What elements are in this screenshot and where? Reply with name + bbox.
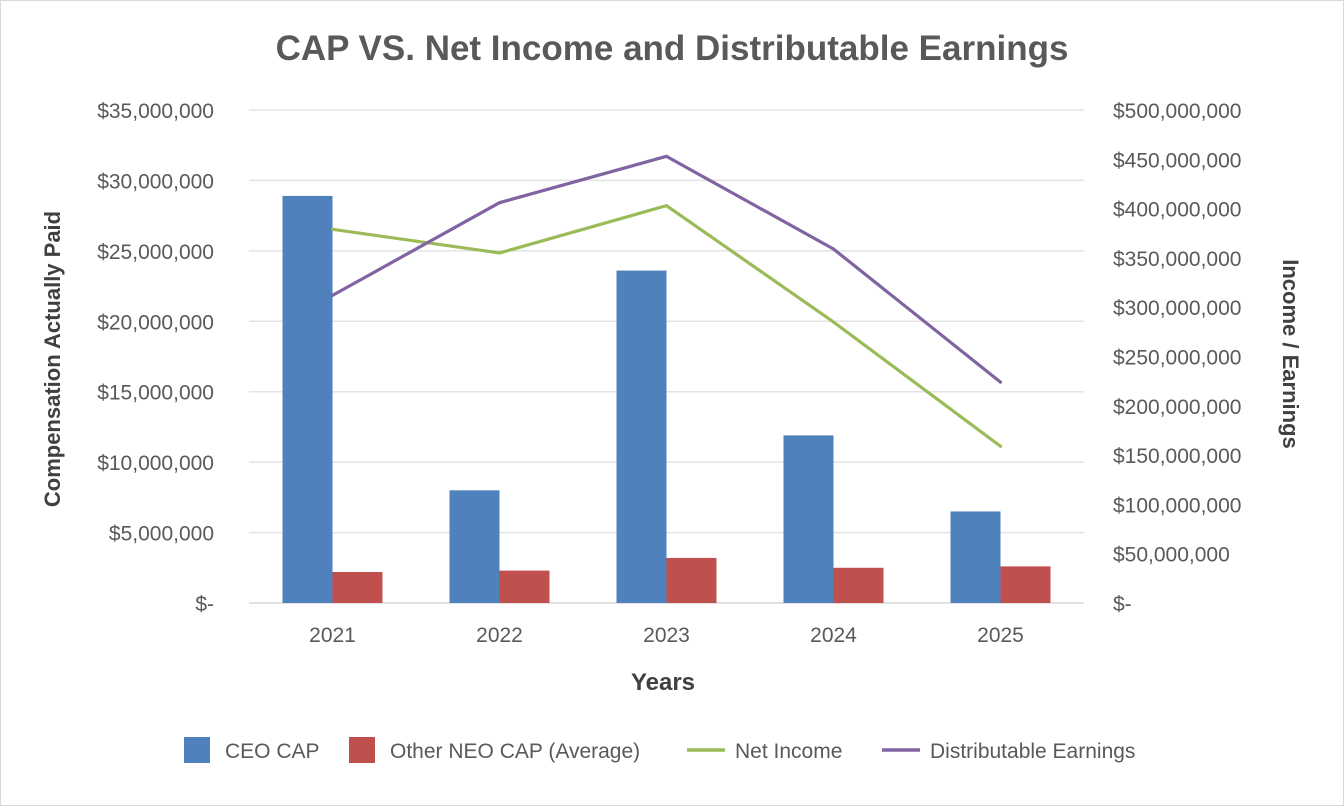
point-distributable-earnings-2022	[497, 201, 502, 205]
y2-tick-label: $500,000,000	[1113, 100, 1241, 123]
bar-ceo-cap-2021	[282, 195, 333, 603]
x-tick-label: 2022	[476, 624, 523, 647]
point-net-income-2022	[497, 251, 502, 255]
y2-tick-label: $-	[1113, 593, 1132, 616]
x-tick-label: 2023	[643, 624, 690, 647]
y-tick-label: $20,000,000	[97, 311, 214, 334]
bar-ceo-cap-2024	[783, 435, 834, 603]
bar-other-neo-cap-average-2025	[1000, 566, 1051, 603]
bar-ceo-cap-2022	[449, 490, 500, 603]
y2-tick-label: $300,000,000	[1113, 297, 1241, 320]
y2-tick-label: $50,000,000	[1113, 544, 1230, 567]
y2-tick-label: $350,000,000	[1113, 248, 1241, 271]
y2-tick-label: $200,000,000	[1113, 396, 1241, 419]
point-net-income-2025	[998, 444, 1003, 448]
legend-swatch-other-neo-cap-average	[349, 737, 375, 763]
legend-label-other-neo-cap-average: Other NEO CAP (Average)	[390, 740, 640, 763]
y-tick-label: $30,000,000	[97, 170, 214, 193]
y-tick-label: $-	[195, 593, 214, 616]
left-axis-ticks: $- $5,000,000 $10,000,000 $15,000,000 $20,00…	[97, 100, 214, 616]
line-series	[330, 154, 1003, 448]
legend-swatch-ceo-cap	[184, 737, 210, 763]
y2-axis-title: Income / Earnings	[1278, 259, 1303, 449]
point-net-income-2021	[330, 227, 335, 231]
bar-ceo-cap-2025	[950, 511, 1001, 603]
point-distributable-earnings-2021	[330, 293, 335, 297]
point-distributable-earnings-2024	[831, 247, 836, 251]
y2-tick-label: $450,000,000	[1113, 149, 1241, 172]
x-axis-ticks: 2021 2022 2023 2024 2025	[309, 624, 1024, 647]
y2-tick-label: $100,000,000	[1113, 494, 1241, 517]
bar-other-neo-cap-average-2021	[332, 572, 383, 603]
chart-title: CAP VS. Net Income and Distributable Ear…	[276, 29, 1069, 68]
y2-tick-label: $250,000,000	[1113, 347, 1241, 370]
bar-series	[282, 195, 1051, 603]
y2-tick-label: $400,000,000	[1113, 199, 1241, 222]
x-tick-label: 2025	[977, 624, 1024, 647]
bar-other-neo-cap-average-2022	[499, 570, 550, 603]
y-tick-label: $25,000,000	[97, 241, 214, 264]
y-tick-label: $15,000,000	[97, 382, 214, 405]
x-axis-title: Years	[631, 669, 695, 696]
x-tick-label: 2021	[309, 624, 356, 647]
legend-label-net-income: Net Income	[735, 740, 842, 763]
point-distributable-earnings-2025	[998, 380, 1003, 384]
legend-label-ceo-cap: CEO CAP	[225, 740, 320, 763]
legend-label-distributable-earnings: Distributable Earnings	[930, 740, 1135, 763]
point-distributable-earnings-2023	[664, 154, 669, 158]
y-tick-label: $10,000,000	[97, 452, 214, 475]
bar-other-neo-cap-average-2023	[666, 557, 717, 603]
y-tick-label: $5,000,000	[109, 523, 214, 546]
right-axis-ticks: $- $50,000,000 $100,000,000 $150,000,000 $20…	[1113, 100, 1241, 616]
bar-ceo-cap-2023	[616, 270, 667, 603]
y2-tick-label: $150,000,000	[1113, 445, 1241, 468]
legend: CEO CAP Other NEO CAP (Average) Net Income…	[184, 737, 1135, 763]
x-tick-label: 2024	[810, 624, 857, 647]
point-net-income-2023	[664, 204, 669, 208]
point-net-income-2024	[831, 320, 836, 324]
y-tick-label: $35,000,000	[97, 100, 214, 123]
bar-other-neo-cap-average-2024	[833, 567, 884, 603]
y-axis-title: Compensation Actually Paid	[40, 211, 65, 507]
